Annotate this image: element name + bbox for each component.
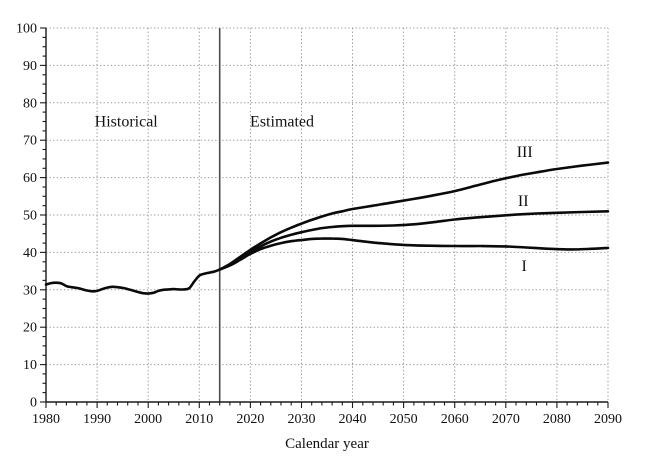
series-historical bbox=[44, 268, 221, 295]
x-tick-label: 2010 bbox=[185, 412, 213, 427]
axis-ticks bbox=[40, 27, 609, 408]
x-tick-label: 2060 bbox=[441, 412, 469, 427]
series-I-label: I bbox=[522, 258, 527, 275]
y-tick-label: 20 bbox=[23, 321, 37, 336]
y-tick-label: 30 bbox=[23, 283, 37, 298]
series-II-label: II bbox=[518, 193, 529, 210]
x-tick-label: 2050 bbox=[390, 412, 418, 427]
y-tick-label: 80 bbox=[23, 96, 37, 111]
y-tick-label: 100 bbox=[16, 22, 37, 37]
y-axis-tick-labels: 0 10 20 30 40 50 60 70 80 90 100 bbox=[16, 22, 37, 411]
y-tick-label: 70 bbox=[23, 134, 37, 149]
x-tick-label: 2070 bbox=[492, 412, 520, 427]
y-tick-label: 40 bbox=[23, 246, 37, 261]
x-axis-title: Calendar year bbox=[285, 436, 369, 452]
historical-label: Historical bbox=[95, 114, 159, 131]
x-tick-label: 2040 bbox=[339, 412, 367, 427]
x-tick-label: 2080 bbox=[543, 412, 571, 427]
series-i bbox=[218, 237, 610, 271]
y-tick-label: 50 bbox=[23, 209, 37, 224]
y-tick-label: 90 bbox=[23, 59, 37, 74]
x-tick-label: 1990 bbox=[83, 412, 111, 427]
series-iii bbox=[218, 161, 610, 271]
series-ii bbox=[218, 210, 610, 271]
y-tick-label: 60 bbox=[23, 171, 37, 186]
x-tick-label: 2090 bbox=[594, 412, 622, 427]
x-axis-tick-labels: 1980 1990 2000 2010 2020 2030 2040 2050 2060 2070… bbox=[32, 412, 622, 427]
y-tick-label: 10 bbox=[23, 358, 37, 373]
x-tick-label: 2020 bbox=[236, 412, 264, 427]
series-III-label: III bbox=[517, 144, 533, 161]
x-tick-label: 2000 bbox=[134, 412, 162, 427]
x-tick-label: 1980 bbox=[32, 412, 60, 427]
x-tick-label: 2030 bbox=[287, 412, 315, 427]
estimated-label: Estimated bbox=[250, 114, 314, 131]
data-series bbox=[44, 161, 610, 295]
y-tick-label: 0 bbox=[30, 396, 37, 411]
